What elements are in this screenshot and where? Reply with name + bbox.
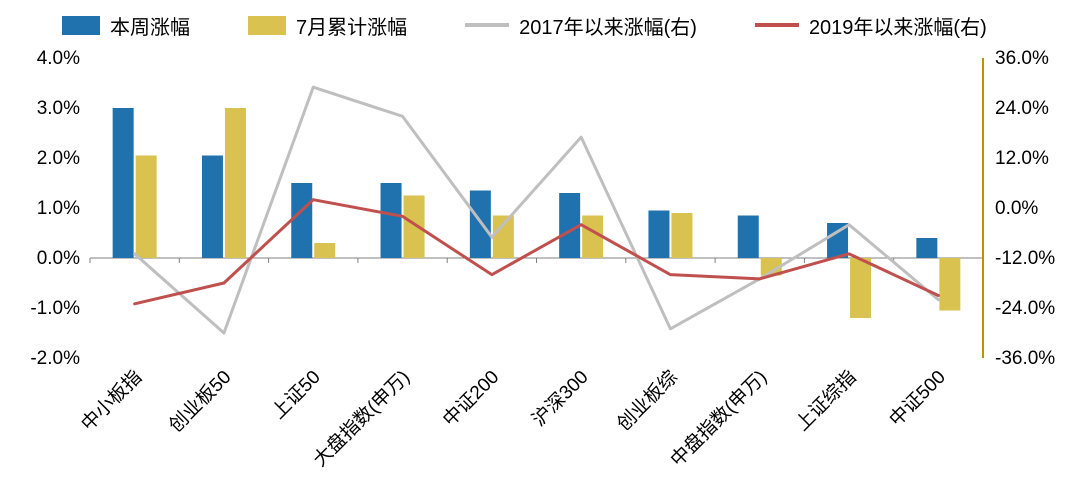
right-axis-tick-label: -24.0% (995, 298, 1055, 319)
category-label: 上证50 (267, 366, 324, 423)
bar (224, 108, 246, 258)
category-label: 中证200 (439, 366, 504, 431)
legend-swatch-line-gray-icon (465, 23, 510, 27)
legend-item-week-change: 本周涨幅 (62, 11, 190, 40)
bar (737, 215, 759, 258)
category-label: 沪深300 (528, 366, 593, 431)
bar (827, 223, 849, 258)
right-axis-labels: 36.0% 24.0% 12.0% 0.0% -12.0% -24.0% -36.0% (995, 48, 1055, 369)
left-axis-tick-label: -1.0% (30, 298, 80, 319)
bar (916, 238, 938, 258)
bar (469, 190, 491, 258)
bar (314, 243, 336, 258)
bar (380, 183, 402, 258)
category-label: 大盘指数(申万) (309, 366, 414, 471)
legend-label-week-change: 本周涨幅 (110, 16, 190, 39)
left-axis-tick-label: 4.0% (37, 48, 80, 69)
legend-swatch-bar-yellow-icon (248, 15, 286, 35)
legend-swatch-line-red-icon (754, 23, 799, 27)
legend-item-since-2017: 2017年以来涨幅(右) (465, 11, 697, 40)
category-label: 中盘指数(申万) (666, 366, 771, 471)
right-axis-tick-label: 36.0% (995, 48, 1049, 69)
right-axis-tick-label: -12.0% (995, 248, 1055, 269)
category-label: 创业板50 (165, 366, 236, 437)
bar (648, 210, 670, 258)
bar (492, 215, 514, 258)
legend-swatch-bar-blue-icon (62, 15, 100, 35)
bar (291, 183, 313, 258)
left-axis-tick-label: -2.0% (30, 348, 80, 369)
bar (760, 258, 782, 276)
category-label: 中证500 (885, 366, 950, 431)
bar (112, 108, 134, 258)
left-axis-labels: 4.0% 3.0% 2.0% 1.0% 0.0% -1.0% -2.0% (30, 48, 80, 369)
bar (850, 258, 872, 318)
right-axis-tick-label: -36.0% (995, 348, 1055, 369)
left-axis-tick-label: 2.0% (37, 148, 80, 169)
bar (671, 213, 693, 258)
right-axis-tick-label: 0.0% (995, 198, 1038, 219)
bar-series-0 (112, 108, 938, 258)
bar-series-1 (135, 108, 961, 318)
bar (939, 258, 961, 311)
left-axis-tick-label: 1.0% (37, 198, 80, 219)
category-label: 中小板指 (77, 366, 146, 435)
right-axis-tick-label: 12.0% (995, 148, 1049, 169)
bar (582, 215, 604, 258)
bar (403, 195, 425, 258)
legend-label-july-cumulative: 7月累计涨幅 (296, 16, 408, 39)
line-series-0 (133, 85, 940, 335)
left-axis-tick-label: 0.0% (37, 248, 80, 269)
left-axis-tick-label: 3.0% (37, 98, 80, 119)
line-series-1 (133, 198, 940, 306)
legend-item-since-2019: 2019年以来涨幅(右) (754, 11, 987, 40)
chart-legend: 本周涨幅 7月累计涨幅 2017年以来涨幅(右) 2019年以来涨幅(右) (62, 8, 987, 42)
category-label: 创业板综 (613, 366, 682, 435)
right-axis-tick-label: 24.0% (995, 98, 1049, 119)
bar (201, 155, 223, 258)
legend-label-since-2019: 2019年以来涨幅(右) (808, 16, 987, 39)
legend-label-since-2017: 2017年以来涨幅(右) (519, 16, 697, 39)
chart-canvas: 4.0% 3.0% 2.0% 1.0% 0.0% -1.0% -2.0% 36.0% 24.0%… (30, 48, 1055, 471)
legend-item-july-cumulative: 7月累计涨幅 (248, 11, 407, 40)
bar (559, 193, 581, 258)
category-label: 上证综指 (791, 366, 860, 435)
bar (135, 155, 157, 258)
